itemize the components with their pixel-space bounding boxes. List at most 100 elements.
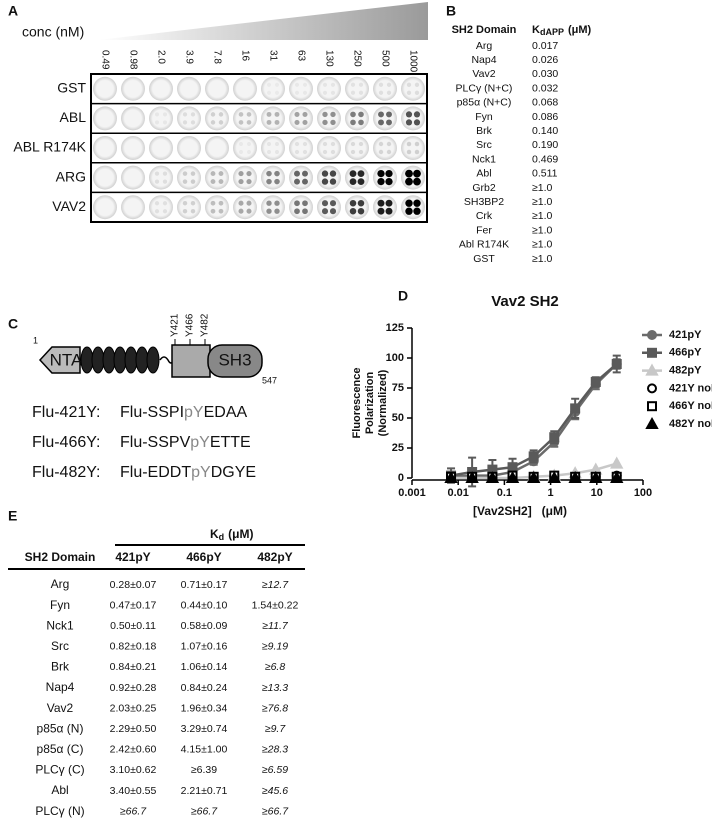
- spot: [190, 112, 196, 117]
- y-tick-label: 25: [392, 442, 404, 454]
- well: [149, 165, 173, 190]
- y-tick-label: 75: [392, 382, 404, 394]
- legend-marker: [647, 383, 657, 394]
- kd-value: 3.29±0.74: [181, 723, 228, 735]
- kd-value: ≥9.7: [265, 723, 287, 735]
- kd-value: 1.07±0.16: [181, 641, 228, 653]
- legend-marker: [647, 401, 657, 412]
- conc-tick-label: 3.9: [183, 50, 194, 64]
- domain-name: Fyn: [50, 598, 70, 612]
- marker: [611, 359, 622, 369]
- well: [93, 195, 117, 220]
- spot: [386, 90, 392, 95]
- spot: [302, 208, 308, 215]
- spot: [377, 177, 385, 186]
- spot: [182, 112, 188, 117]
- domain-name: p85α (N+C): [457, 97, 512, 109]
- spot: [413, 207, 421, 215]
- well: [149, 136, 173, 160]
- symbol: K: [532, 24, 540, 36]
- repeat-segment: [91, 346, 105, 374]
- kd-value: 0.84±0.24: [181, 682, 228, 694]
- kd-value: 0.58±0.09: [181, 620, 228, 632]
- repeat-segment: [124, 346, 138, 374]
- well: [345, 195, 369, 220]
- panel-label: D: [398, 288, 408, 304]
- domain-label: NTA: [50, 350, 83, 369]
- spot: [405, 207, 413, 215]
- panel-label: E: [8, 508, 17, 524]
- spot: [329, 208, 337, 215]
- spot: [246, 179, 252, 185]
- spot: [385, 177, 393, 186]
- spot: [357, 199, 365, 207]
- spot: [294, 119, 300, 125]
- marker: [568, 470, 582, 483]
- spot: [322, 149, 328, 155]
- spot: [329, 170, 337, 177]
- well: [373, 165, 397, 190]
- spot: [182, 208, 188, 214]
- spot: [302, 119, 308, 125]
- kd-value: ≥66.7: [120, 805, 147, 817]
- spot: [218, 208, 224, 214]
- group-header: Kd (μM): [210, 527, 254, 542]
- well: [93, 106, 117, 131]
- column-header: 482pY: [257, 550, 292, 564]
- spot: [238, 149, 244, 155]
- domain-name: Nck1: [46, 618, 74, 632]
- well: [345, 76, 369, 101]
- spot: [349, 178, 357, 186]
- well: [205, 195, 229, 220]
- legend-marker: [645, 363, 659, 376]
- kd-value: ≥1.0: [532, 210, 553, 222]
- kd-value: 0.017: [532, 40, 558, 52]
- y-tick-label: 125: [386, 322, 404, 334]
- well: [289, 136, 313, 160]
- domain-name: Vav2: [47, 701, 74, 715]
- spot: [238, 171, 244, 177]
- spot: [246, 200, 252, 206]
- kd-value: 0.140: [532, 125, 558, 137]
- repeat-segment: [113, 346, 127, 374]
- spot: [357, 207, 365, 215]
- spot: [266, 200, 272, 206]
- spot: [302, 141, 308, 147]
- conc-tick-label: 16: [239, 50, 250, 62]
- spot: [294, 141, 300, 147]
- spot: [302, 90, 308, 95]
- spot: [350, 141, 356, 147]
- sequence: ETTE: [210, 434, 251, 451]
- spot: [190, 120, 196, 125]
- domain-name: Crk: [476, 210, 493, 222]
- spot: [154, 209, 160, 214]
- spot: [378, 141, 384, 147]
- y-axis-label: Polarization: [364, 372, 376, 435]
- repeat-segment: [102, 346, 116, 374]
- spot: [162, 179, 168, 184]
- marker: [610, 456, 624, 469]
- spot: [302, 149, 308, 155]
- spot: [405, 199, 413, 207]
- kd-value: ≥1.0: [532, 224, 553, 236]
- panel-label: A: [8, 3, 18, 19]
- spot: [190, 179, 196, 184]
- spot: [182, 200, 188, 206]
- spot: [162, 112, 168, 117]
- residue-start: 1: [33, 335, 38, 345]
- y-tick-label: 100: [386, 352, 404, 364]
- spot: [210, 120, 216, 125]
- spot: [385, 199, 393, 207]
- legend-marker: [645, 416, 659, 429]
- spot: [358, 141, 364, 147]
- kd-value: ≥45.6: [262, 785, 288, 797]
- spot: [413, 169, 421, 178]
- domain-label: SH3: [218, 350, 251, 369]
- spot: [294, 82, 300, 87]
- spot: [413, 177, 421, 186]
- spot: [266, 178, 272, 185]
- spot: [294, 111, 300, 117]
- row-label: GST: [57, 80, 86, 96]
- spot: [218, 120, 224, 125]
- legend-label: 466pY: [669, 347, 702, 359]
